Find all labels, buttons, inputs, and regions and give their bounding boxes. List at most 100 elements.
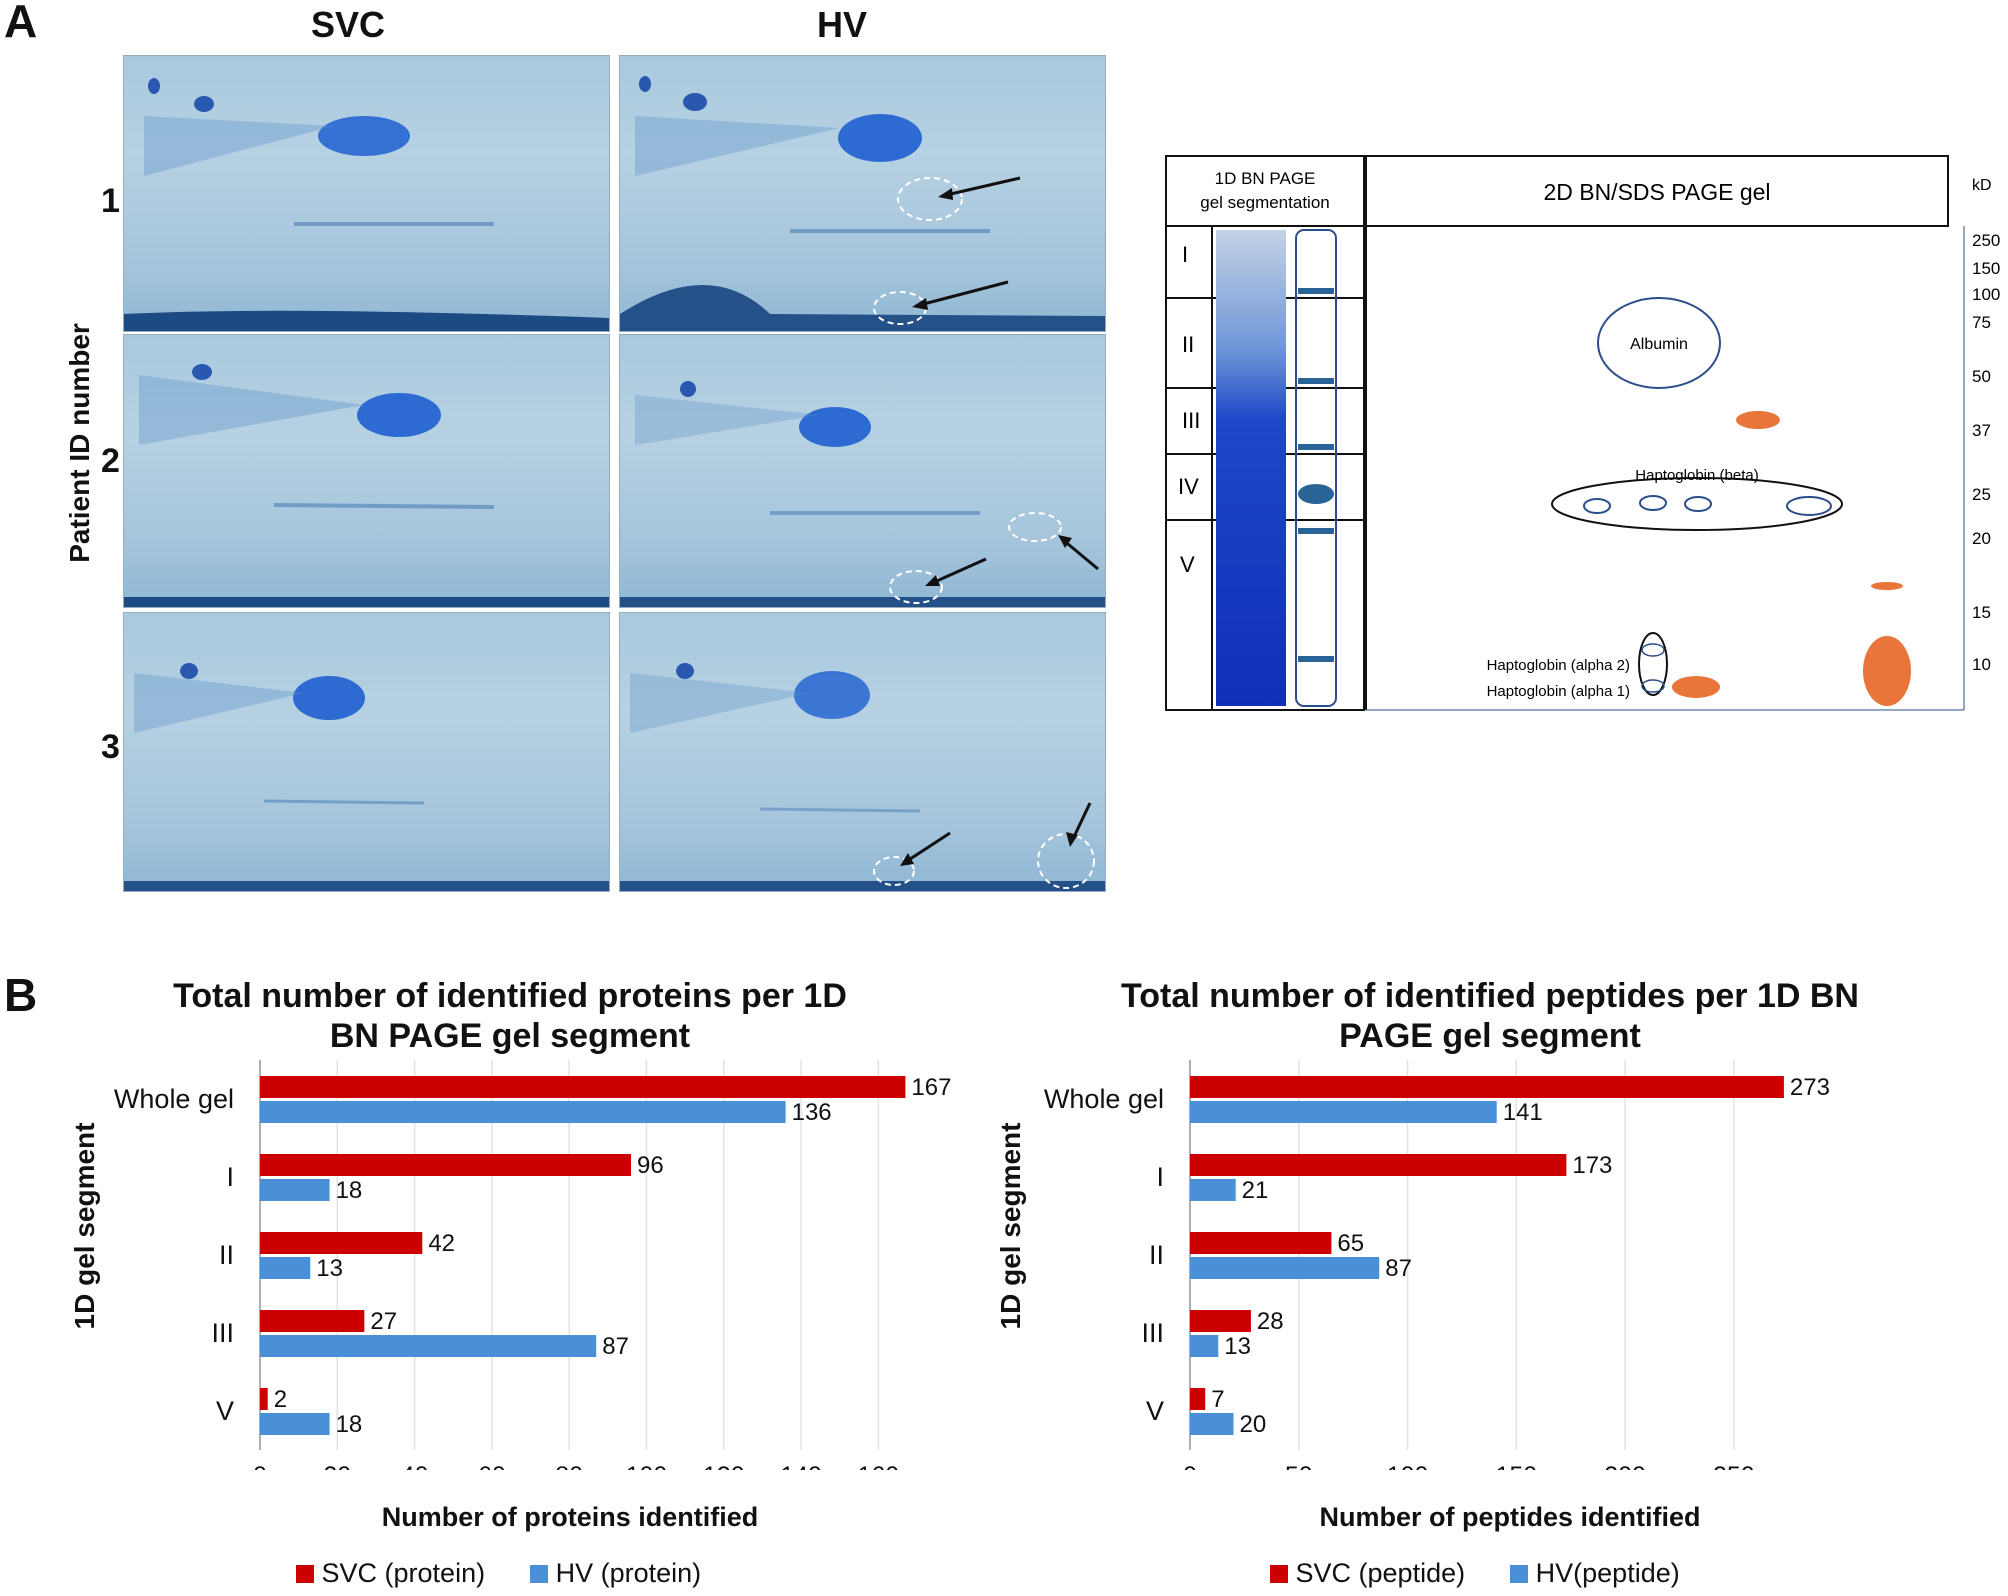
x-tick-label: 50 xyxy=(1285,1462,1313,1470)
band-diagram-lane xyxy=(1295,229,1337,707)
category-label: III xyxy=(1141,1318,1164,1348)
bar-svc xyxy=(260,1310,365,1332)
bar-svc xyxy=(1190,1076,1784,1098)
x-tick-label: 120 xyxy=(703,1462,745,1470)
kd-tick: 25 xyxy=(1972,485,1991,504)
chart-peptide-legend: SVC (peptide) HV(peptide) xyxy=(1270,1558,1680,1589)
haptoglobin-beta-spot xyxy=(1551,477,1843,531)
kd-label: kD xyxy=(1972,177,1992,194)
x-tick-label: 160 xyxy=(857,1462,899,1470)
chart-peptide-x-axis-title: Number of peptides identified xyxy=(1319,1502,1701,1532)
hv-spot-circle xyxy=(1037,833,1095,889)
chart-peptide-title-line2: PAGE gel segment xyxy=(1339,1017,1641,1055)
category-label: Whole gel xyxy=(1044,1084,1164,1114)
bar-svc xyxy=(1190,1232,1332,1254)
chart-protein-x-axis-title: Number of proteins identified xyxy=(381,1502,759,1532)
category-label: II xyxy=(219,1240,234,1270)
data-label: 20 xyxy=(1240,1411,1267,1438)
category-label: I xyxy=(226,1162,234,1192)
panel-a-letter: A xyxy=(4,0,38,47)
legend-label-svc-peptide: SVC (peptide) xyxy=(1295,1558,1466,1588)
segment-label: I xyxy=(1182,242,1188,267)
data-label: 141 xyxy=(1503,1099,1543,1126)
data-label: 87 xyxy=(602,1333,629,1360)
data-label: 136 xyxy=(792,1099,832,1126)
category-label: Whole gel xyxy=(114,1084,234,1114)
chart-protein-legend: SVC (protein) HV (protein) xyxy=(296,1558,701,1589)
column-header-svc: SVC xyxy=(310,4,386,45)
data-label: 87 xyxy=(1385,1255,1412,1282)
gel-hv-1 xyxy=(619,55,1106,332)
segment-label: V xyxy=(1180,552,1195,577)
row-label-2: 2 xyxy=(101,442,120,480)
column-header-hv: HV xyxy=(816,4,867,45)
2d-gel-header: 2D BN/SDS PAGE gel xyxy=(1543,179,1770,205)
category-label: V xyxy=(216,1396,234,1426)
x-tick-label: 0 xyxy=(1183,1462,1197,1470)
hv-spot-circle xyxy=(873,856,915,886)
x-tick-label: 0 xyxy=(253,1462,267,1470)
kd-tick: 37 xyxy=(1972,421,1991,440)
legend-swatch-svc xyxy=(1270,1565,1288,1583)
kd-tick: 15 xyxy=(1972,603,1991,622)
1d-gel-lane xyxy=(1216,230,1286,706)
data-label: 167 xyxy=(911,1074,951,1101)
chart-protein-plot: 0 20 40 60 80 100 120 140 160 Whole gel 167 136 I 96 1… xyxy=(114,1060,951,1470)
bar-hv xyxy=(260,1257,311,1279)
hv-spot-circle xyxy=(1008,512,1062,542)
legend-label-hv-protein: HV (protein) xyxy=(555,1558,702,1588)
albumin-spot xyxy=(1597,297,1721,389)
bar-hv xyxy=(260,1413,330,1435)
chart-peptide-plot: 0 50 100 150 200 250 Whole gel 273 141 I 173 21 II 65… xyxy=(1044,1060,1830,1470)
kd-tick: 75 xyxy=(1972,313,1991,332)
kd-tick: 10 xyxy=(1972,655,1991,674)
legend-swatch-hv xyxy=(1510,1565,1529,1583)
orange-spot xyxy=(1672,676,1720,698)
x-tick-label: 80 xyxy=(555,1462,583,1470)
bar-svc xyxy=(260,1076,906,1098)
data-label: 173 xyxy=(1572,1152,1612,1179)
haptoglobin-alpha2-label: Haptoglobin (alpha 2) xyxy=(1487,657,1630,674)
x-tick-label: 20 xyxy=(323,1462,351,1470)
bar-hv xyxy=(260,1101,786,1123)
x-tick-label: 200 xyxy=(1604,1462,1646,1470)
row-label-3: 3 xyxy=(101,728,120,766)
data-label: 7 xyxy=(1211,1386,1224,1413)
category-label: V xyxy=(1146,1396,1164,1426)
gel-hv-2 xyxy=(619,334,1106,608)
category-label: II xyxy=(1149,1240,1164,1270)
data-label: 18 xyxy=(336,1411,363,1438)
category-label: I xyxy=(1156,1162,1164,1192)
data-label: 13 xyxy=(1224,1333,1251,1360)
x-tick-label: 100 xyxy=(626,1462,668,1470)
segmentation-header-line2: gel segmentation xyxy=(1200,193,1329,212)
orange-spot xyxy=(1863,636,1911,706)
patient-id-axis-label: Patient ID number xyxy=(64,323,95,563)
kd-tick: 50 xyxy=(1972,367,1991,386)
bar-hv xyxy=(1190,1101,1497,1123)
kd-tick: 20 xyxy=(1972,529,1991,548)
chart-protein-title-line1: Total number of identified proteins per … xyxy=(173,977,847,1015)
category-label: III xyxy=(211,1318,234,1348)
hv-spot-circle xyxy=(897,177,963,221)
panel-b-letter: B xyxy=(4,969,38,1021)
x-tick-label: 40 xyxy=(401,1462,429,1470)
data-label: 42 xyxy=(428,1230,455,1257)
data-label: 65 xyxy=(1337,1230,1364,1257)
segment-label: II xyxy=(1182,332,1194,357)
legend-label-hv-peptide: HV(peptide) xyxy=(1535,1558,1680,1588)
bar-hv xyxy=(260,1335,597,1357)
x-tick-label: 150 xyxy=(1495,1462,1537,1470)
bar-hv xyxy=(1190,1257,1380,1279)
gel-svc-1 xyxy=(123,55,610,332)
x-tick-label: 140 xyxy=(780,1462,822,1470)
hv-spot-circle xyxy=(889,570,943,604)
haptoglobin-alpha1-label: Haptoglobin (alpha 1) xyxy=(1487,683,1630,700)
legend-swatch-hv xyxy=(530,1565,549,1583)
data-label: 96 xyxy=(637,1152,664,1179)
gel-svc-2 xyxy=(123,334,610,608)
orange-spot xyxy=(1871,582,1903,590)
bar-hv xyxy=(1190,1335,1219,1357)
data-label: 21 xyxy=(1242,1177,1269,1204)
data-label: 27 xyxy=(370,1308,397,1335)
